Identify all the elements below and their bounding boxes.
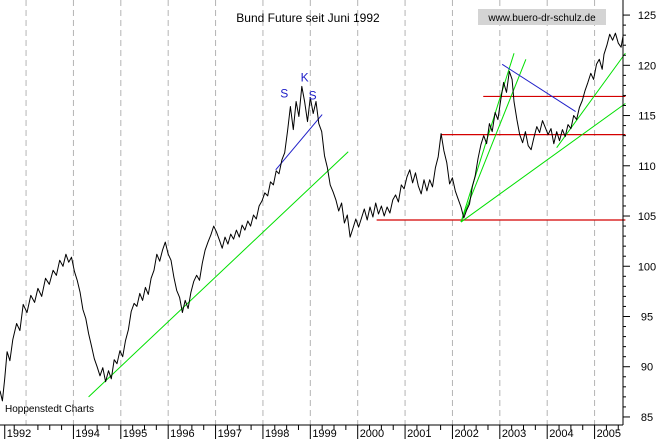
x-tick-label: 2000 bbox=[360, 428, 384, 440]
source-label[interactable]: www.buero-dr-schulz.de bbox=[487, 13, 596, 24]
pattern-label: K bbox=[301, 70, 309, 84]
price-series bbox=[0, 32, 624, 402]
x-tick-label: 1992 bbox=[7, 428, 31, 440]
resistance-line bbox=[501, 63, 576, 112]
x-tick-label: 1997 bbox=[218, 428, 242, 440]
x-tick-label: 1995 bbox=[123, 428, 147, 440]
y-tick-label: 120 bbox=[638, 60, 656, 72]
y-tick-label: 90 bbox=[641, 362, 653, 374]
support-trend-line bbox=[460, 59, 527, 223]
support-trend-line bbox=[460, 103, 626, 223]
pattern-labels: SKS bbox=[280, 70, 316, 102]
x-tick-label: 2005 bbox=[597, 428, 621, 440]
x-tick-label: 1996 bbox=[170, 428, 194, 440]
x-tick-label: 1994 bbox=[75, 428, 99, 440]
y-tick-label: 95 bbox=[641, 311, 653, 323]
pattern-label: S bbox=[280, 86, 288, 100]
y-axis-ticks: 85 90 95 100 105 110 115 120 125 bbox=[623, 10, 656, 424]
x-axis-ticks: 1992 1994 1995 1996 1997 1998 1999 2000 2001 2002… bbox=[4, 425, 621, 440]
pattern-label: S bbox=[309, 88, 317, 102]
y-tick-label: 125 bbox=[638, 10, 656, 22]
x-tick-label: 1998 bbox=[265, 428, 289, 440]
y-tick-label: 115 bbox=[638, 111, 656, 123]
x-tick-label: 1999 bbox=[312, 428, 336, 440]
y-tick-label: 85 bbox=[641, 412, 653, 424]
y-tick-label: 110 bbox=[638, 161, 656, 173]
price-line bbox=[0, 32, 624, 402]
annotation-lines bbox=[88, 52, 626, 398]
y-tick-label: 100 bbox=[638, 261, 656, 273]
support-trend-line bbox=[88, 151, 349, 398]
y-tick-label: 105 bbox=[638, 211, 656, 223]
credit-label: Hoppenstedt Charts bbox=[5, 404, 94, 415]
grid-lines bbox=[25, 0, 596, 425]
chart-title: Bund Future seit Juni 1992 bbox=[236, 11, 380, 25]
x-tick-label: 2004 bbox=[549, 428, 573, 440]
support-trend-line bbox=[556, 52, 626, 148]
source-badge bbox=[478, 9, 606, 25]
x-tick-label: 2002 bbox=[454, 428, 478, 440]
x-tick-label: 2003 bbox=[502, 428, 526, 440]
neckline bbox=[275, 114, 323, 171]
x-tick-label: 2001 bbox=[407, 428, 431, 440]
